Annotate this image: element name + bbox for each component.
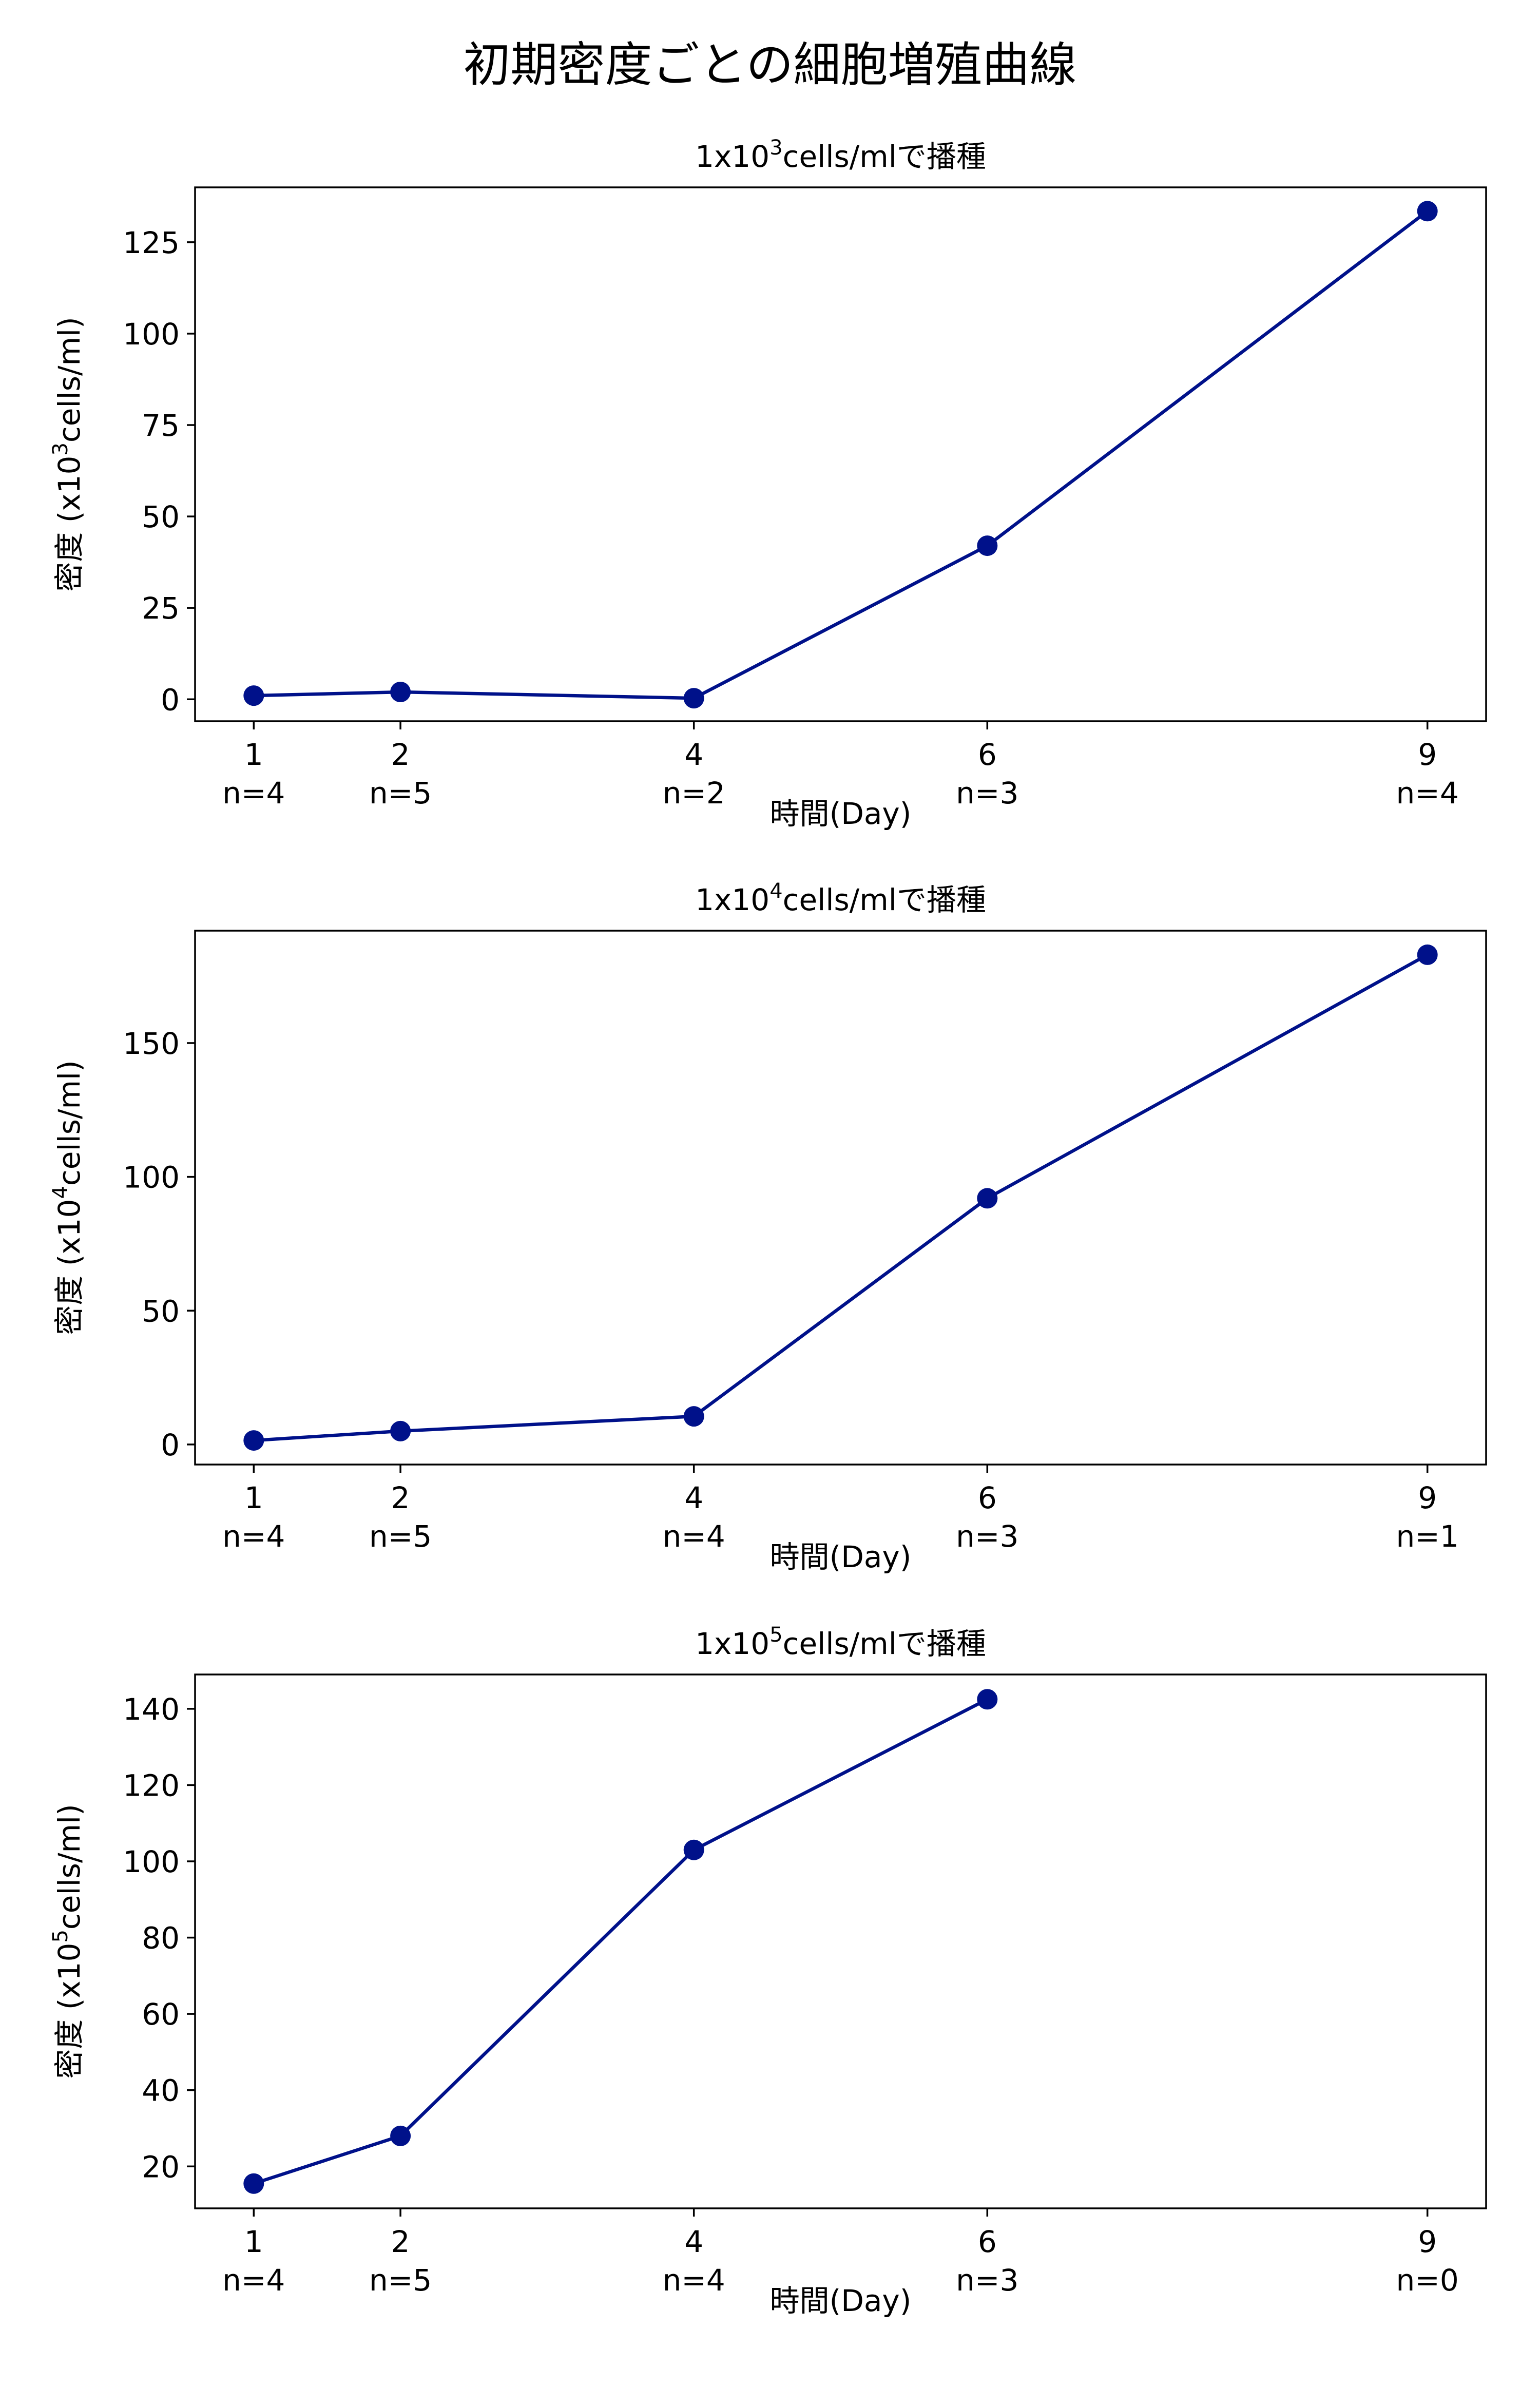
x-tick-label: 6: [978, 737, 997, 772]
y-tick-label: 60: [142, 1997, 180, 2032]
x-tick-label: 9: [1418, 1480, 1437, 1515]
y-tick-label: 50: [142, 1294, 180, 1329]
n-label: n=4: [663, 1519, 725, 1554]
data-point: [977, 1188, 998, 1209]
n-label: n=1: [1396, 1519, 1459, 1554]
y-axis-label: 密度 (x105cells/ml): [49, 1804, 87, 2078]
n-label: n=5: [369, 776, 432, 811]
y-axis-label-suffix: cells/ml): [52, 317, 87, 442]
chart-title: 1x104cells/mlで播種: [695, 879, 986, 917]
y-tick-label: 140: [123, 1692, 180, 1727]
data-point: [390, 1420, 411, 1441]
x-tick-label: 2: [391, 737, 410, 772]
y-axis-label: 密度 (x104cells/ml): [49, 1060, 87, 1335]
y-tick-label: 100: [123, 1160, 180, 1195]
data-point: [977, 535, 998, 556]
x-tick-label: 9: [1418, 2224, 1437, 2259]
chart-title-suffix: cells/mlで播種: [783, 139, 986, 174]
n-label: n=3: [956, 776, 1018, 811]
n-label: n=4: [663, 2263, 725, 2298]
chart-title-suffix: cells/mlで播種: [783, 882, 986, 917]
chart-panel-3: 1x105cells/mlで播種204060801001201401n=42n=…: [49, 1623, 1487, 2318]
chart-title: 1x105cells/mlで播種: [695, 1623, 986, 1661]
x-tick-label: 6: [978, 1480, 997, 1515]
chart-title-superscript: 5: [769, 1623, 782, 1647]
n-label: n=2: [663, 776, 725, 811]
data-point: [390, 2125, 411, 2146]
y-tick-label: 150: [123, 1026, 180, 1061]
n-label: n=4: [222, 776, 285, 811]
chart-panels: 1x103cells/mlで播種02550751001251n=42n=54n=…: [49, 136, 1487, 2318]
chart-title: 1x103cells/mlで播種: [695, 136, 986, 174]
x-tick-label: 2: [391, 2224, 410, 2259]
series-line: [253, 1698, 988, 2185]
n-label: n=4: [1396, 776, 1459, 811]
chart-title-prefix: 1x10: [695, 139, 769, 174]
x-axis-label: 時間(Day): [770, 796, 912, 831]
plot-frame: [194, 186, 1487, 722]
figure-title: 初期密度ごとの細胞増殖曲線: [463, 37, 1076, 92]
y-axis-label-superscript: 5: [49, 1930, 72, 1942]
y-tick-label: 100: [123, 317, 180, 352]
y-axis-label-superscript: 4: [49, 1186, 72, 1199]
y-axis-label-superscript: 3: [49, 442, 72, 455]
data-point: [243, 2173, 264, 2194]
x-tick-label: 1: [244, 2224, 263, 2259]
y-tick-label: 75: [142, 408, 180, 443]
chart-title-superscript: 3: [769, 136, 782, 160]
n-label: n=3: [956, 1519, 1018, 1554]
data-point: [243, 1430, 264, 1451]
chart-title-prefix: 1x10: [695, 882, 769, 917]
y-axis-label-suffix: cells/ml): [52, 1060, 87, 1186]
y-axis-label-prefix: 密度 (x10: [52, 1943, 87, 2079]
y-axis-label-suffix: cells/ml): [52, 1804, 87, 1930]
x-tick-label: 4: [684, 2224, 703, 2259]
plot-frame: [194, 930, 1487, 1466]
y-tick-label: 20: [142, 2149, 180, 2184]
y-axis-label-prefix: 密度 (x10: [52, 1199, 87, 1335]
y-tick-label: 25: [142, 591, 180, 626]
data-point: [683, 688, 704, 709]
y-tick-label: 120: [123, 1768, 180, 1803]
chart-title-prefix: 1x10: [695, 1626, 769, 1661]
y-tick-label: 0: [161, 1428, 180, 1462]
chart-title-suffix: cells/mlで播種: [783, 1626, 986, 1661]
x-tick-label: 1: [244, 737, 263, 772]
n-label: n=3: [956, 2263, 1018, 2298]
x-tick-label: 4: [684, 1480, 703, 1515]
chart-title-superscript: 4: [769, 879, 782, 903]
data-point: [390, 682, 411, 703]
y-tick-label: 40: [142, 2073, 180, 2108]
data-point: [1417, 201, 1438, 222]
x-axis-label: 時間(Day): [770, 2283, 912, 2318]
chart-panel-1: 1x103cells/mlで播種02550751001251n=42n=54n=…: [49, 136, 1487, 831]
y-tick-label: 50: [142, 499, 180, 534]
x-axis-label: 時間(Day): [770, 1539, 912, 1574]
data-point: [683, 1406, 704, 1427]
n-label: n=0: [1396, 2263, 1459, 2298]
y-tick-label: 80: [142, 1921, 180, 1956]
x-tick-label: 6: [978, 2224, 997, 2259]
x-tick-label: 2: [391, 1480, 410, 1515]
x-tick-label: 4: [684, 737, 703, 772]
data-point: [977, 1689, 998, 1710]
n-label: n=5: [369, 1519, 432, 1554]
data-point: [243, 685, 264, 706]
y-axis-label-prefix: 密度 (x10: [52, 456, 87, 592]
plot-frame: [194, 1673, 1487, 2209]
x-tick-label: 9: [1418, 737, 1437, 772]
n-label: n=4: [222, 2263, 285, 2298]
chart-panel-2: 1x104cells/mlで播種0501001501n=42n=54n=46n=…: [49, 879, 1487, 1574]
y-tick-label: 125: [123, 225, 180, 260]
n-label: n=5: [369, 2263, 432, 2298]
y-tick-label: 100: [123, 1844, 180, 1879]
data-point: [683, 1839, 704, 1860]
data-point: [1417, 944, 1438, 965]
y-axis-label: 密度 (x103cells/ml): [49, 317, 87, 591]
n-label: n=4: [222, 1519, 285, 1554]
y-tick-label: 0: [161, 682, 180, 717]
x-tick-label: 1: [244, 1480, 263, 1515]
